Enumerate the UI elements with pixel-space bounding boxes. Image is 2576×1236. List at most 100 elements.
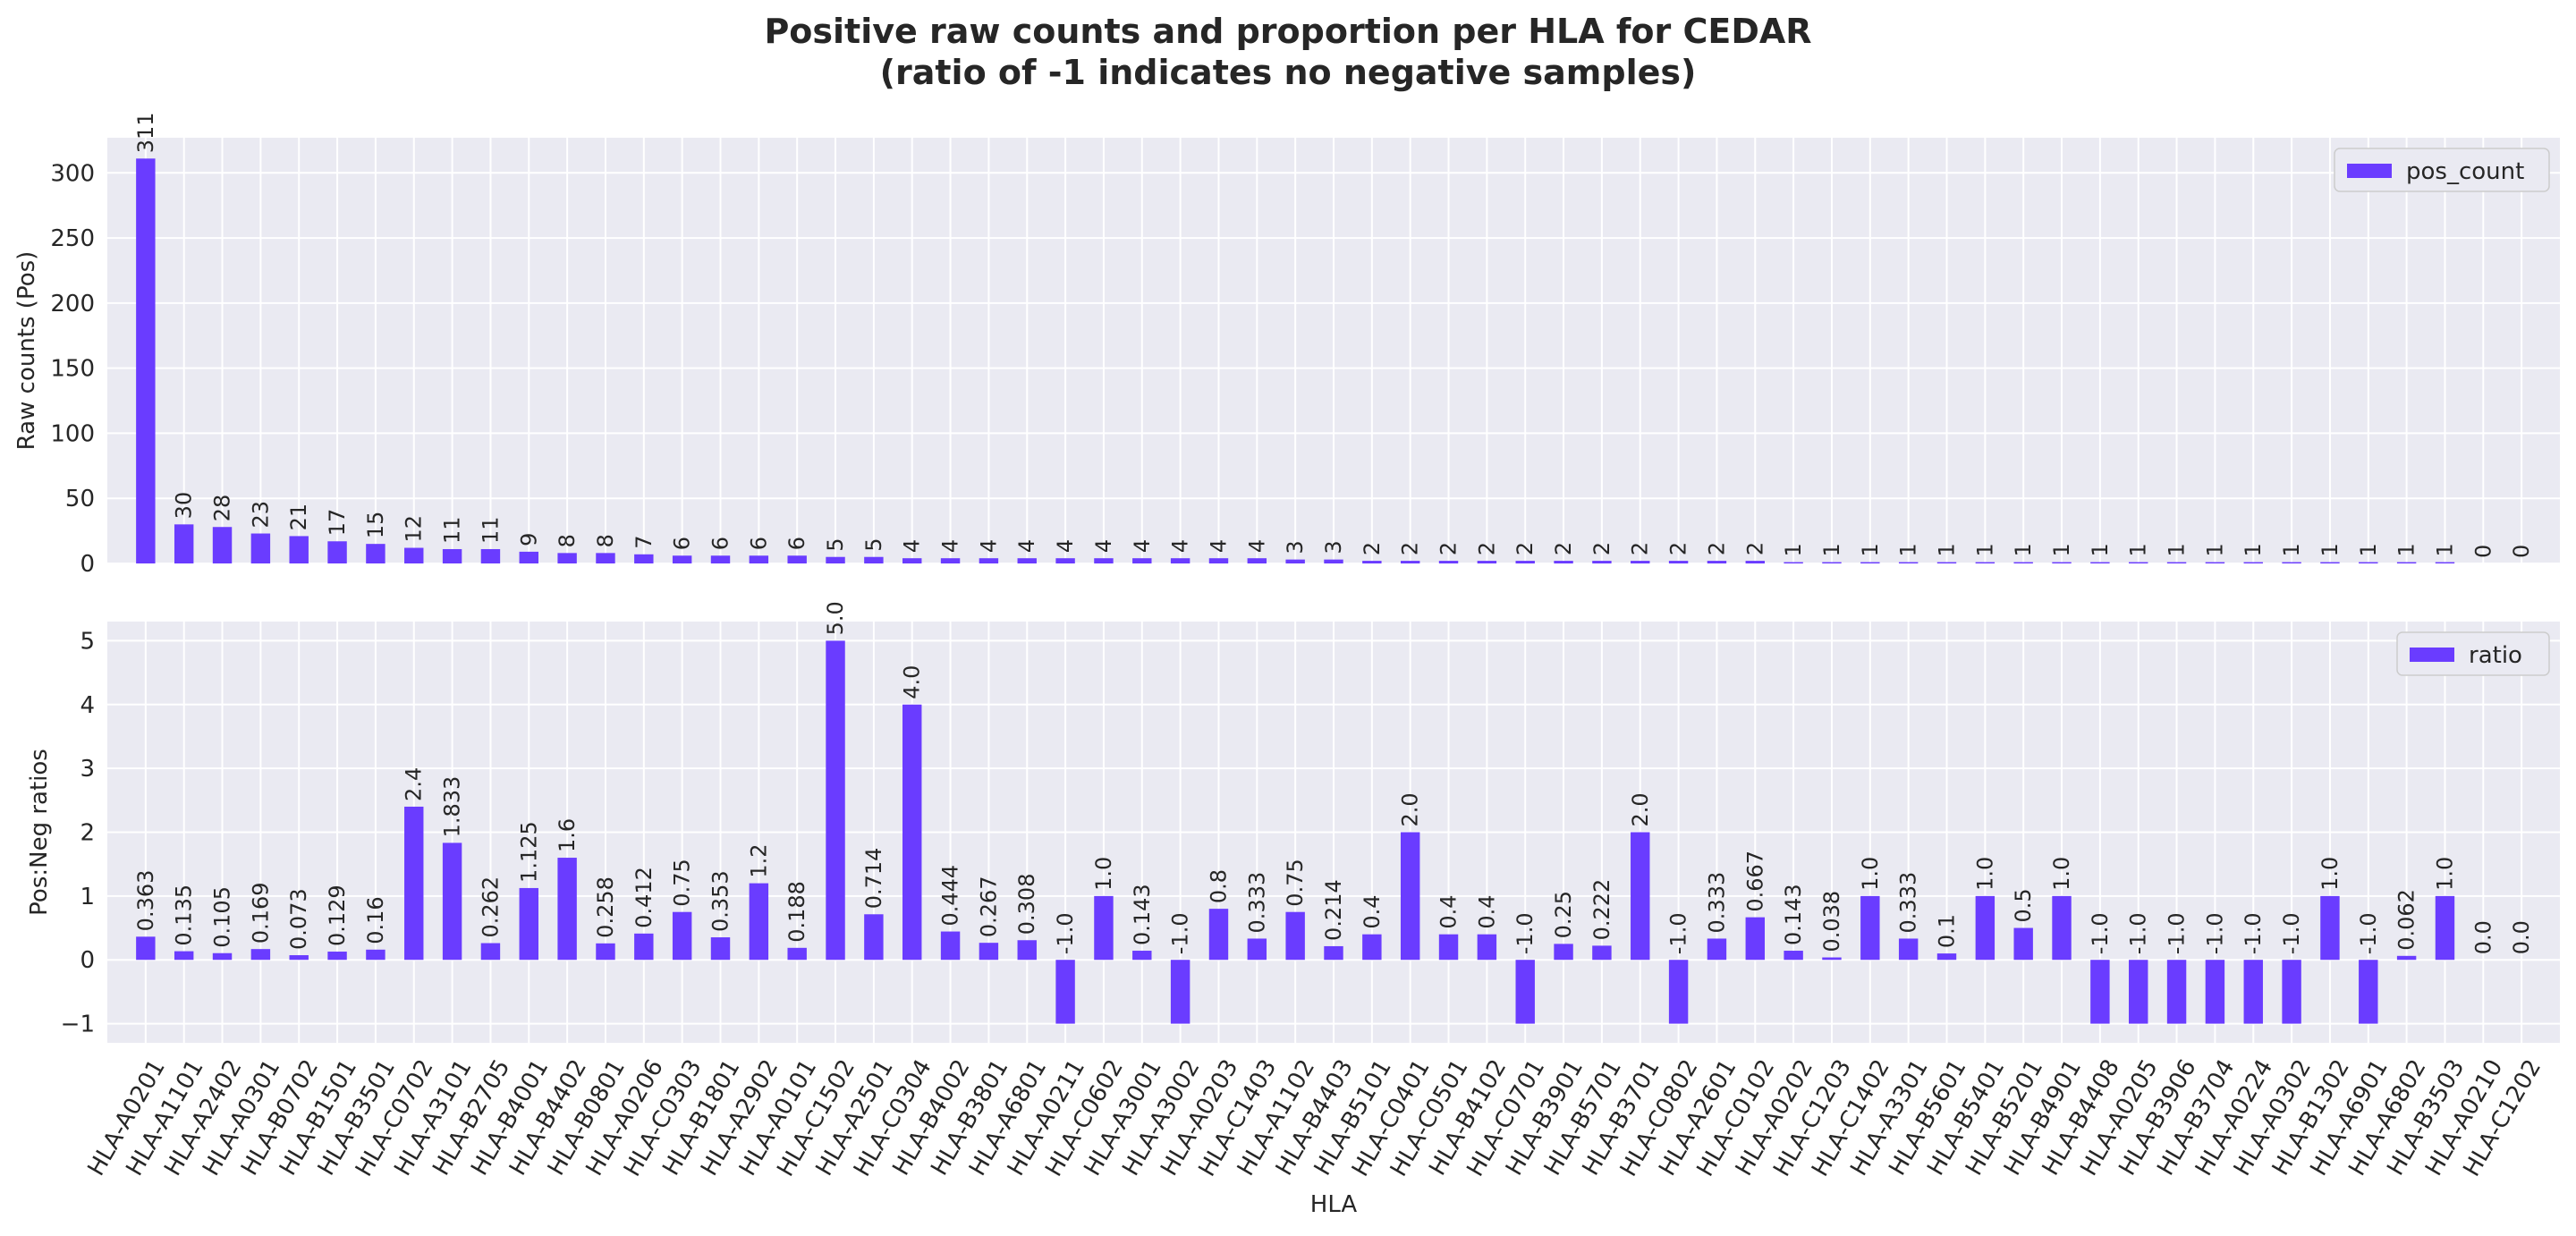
bar-data-label: 4	[976, 539, 1001, 553]
bar	[250, 949, 271, 961]
bar	[1132, 951, 1152, 961]
bar-data-label: -1.0	[1168, 912, 1193, 954]
bar	[787, 947, 807, 961]
bar-data-label: 12	[402, 515, 427, 543]
bar	[2359, 960, 2378, 1024]
bar	[442, 548, 462, 563]
bar	[1400, 561, 1420, 563]
bar	[1438, 561, 1459, 563]
bar	[2243, 960, 2263, 1024]
bar-data-label: 30	[172, 492, 197, 520]
bar-data-label: 17	[325, 509, 350, 537]
bar-data-label: 0.1	[1935, 914, 1960, 948]
bar-data-label: 23	[248, 501, 273, 529]
bar-data-label: 0.25	[1551, 891, 1576, 938]
y-tick-label: 1	[80, 884, 95, 910]
bar-data-label: 1.0	[2049, 857, 2074, 891]
y-tick-label: 3	[80, 756, 95, 783]
bar	[1324, 559, 1343, 563]
bar	[1094, 895, 1114, 961]
bar-data-label: 0.105	[210, 886, 235, 948]
bar	[2320, 895, 2340, 961]
bar-data-label: 0.444	[938, 865, 963, 927]
bar-data-label: -1.0	[2088, 912, 2113, 954]
bar	[1438, 934, 1459, 961]
bar	[1554, 561, 1573, 563]
bar	[1860, 895, 1880, 961]
bar-data-label: 0.714	[861, 848, 886, 910]
bar	[940, 558, 961, 563]
bar-data-label: 2	[1474, 542, 1499, 555]
bar	[404, 806, 424, 961]
y-tick-label: 5	[80, 628, 95, 655]
bar	[1784, 951, 1803, 961]
x-axis-label: HLA	[1310, 1191, 1358, 1218]
y-tick-label: 150	[50, 356, 95, 383]
bar	[1631, 561, 1650, 563]
legend-label: ratio	[2469, 642, 2522, 669]
bar-data-label: 1	[2165, 543, 2190, 556]
bar-data-label: 0	[2470, 545, 2496, 558]
bar-data-label: 2	[1513, 542, 1538, 555]
bar-data-label: 0.4	[1474, 895, 1499, 929]
bar-data-label: 0.75	[670, 859, 695, 906]
y-axis-label: Raw counts (Pos)	[13, 251, 40, 451]
bar-data-label: 1	[1781, 543, 1806, 556]
bar	[1898, 938, 1919, 961]
bar-data-label: 4	[1244, 539, 1269, 553]
bar-data-label: 1	[2318, 543, 2343, 556]
bar	[1477, 934, 1497, 961]
bar	[1477, 561, 1497, 563]
bar-data-label: 0.4	[1436, 895, 1462, 929]
bar	[1247, 938, 1267, 961]
bar	[1515, 960, 1535, 1024]
bar	[1094, 558, 1114, 563]
bar	[1170, 558, 1191, 563]
bar-data-label: 2.0	[1398, 792, 1423, 826]
bar-data-label: 1	[1858, 543, 1883, 556]
bar-data-label: 8	[593, 534, 618, 547]
bar	[672, 555, 692, 563]
bar-data-label: 0.135	[172, 885, 197, 946]
bar-data-label: -1.0	[1513, 912, 1538, 954]
bar	[519, 551, 538, 563]
bar-data-label: 1	[2126, 543, 2151, 556]
bar	[136, 936, 156, 961]
bar	[1936, 953, 1957, 961]
bar-data-label: 0.16	[363, 896, 388, 944]
bar-data-label: 0.333	[1244, 872, 1269, 934]
bar	[864, 914, 884, 961]
bar-data-label: 0.412	[631, 867, 657, 928]
bar-data-label: 1	[2432, 543, 2457, 556]
bar-data-label: 4	[1168, 539, 1193, 553]
bar-data-label: 4	[1206, 539, 1231, 553]
bar-data-label: 0.258	[593, 876, 618, 938]
chart-title-line1: Positive raw counts and proportion per H…	[764, 12, 1811, 51]
bar-data-label: -1.0	[2165, 912, 2190, 954]
bar-data-label: -1.0	[2202, 912, 2227, 954]
bar-data-label: 5	[823, 538, 848, 551]
y-tick-label: 2	[80, 820, 95, 847]
bar-data-label: -1.0	[1053, 912, 1078, 954]
bar-data-label: 0.188	[784, 881, 809, 943]
bar	[1822, 957, 1842, 961]
bar	[1132, 558, 1152, 563]
bar	[1745, 917, 1765, 961]
bar-data-label: 1	[2011, 543, 2036, 556]
bar	[519, 887, 538, 961]
bar-data-label: 6	[708, 537, 733, 550]
bar-data-label: 1	[1935, 543, 1960, 556]
bar	[979, 558, 999, 563]
bar-data-label: 2	[1589, 542, 1614, 555]
y-tick-label: 50	[65, 486, 95, 512]
y-tick-label: −1	[61, 1012, 95, 1038]
bar	[2013, 927, 2033, 961]
bar-data-label: 0.353	[708, 870, 733, 932]
bar	[480, 943, 501, 961]
bar	[2090, 960, 2110, 1024]
bar	[1285, 911, 1305, 961]
bar	[212, 527, 233, 563]
bar	[1745, 561, 1765, 563]
bar-data-label: 1	[1972, 543, 1997, 556]
